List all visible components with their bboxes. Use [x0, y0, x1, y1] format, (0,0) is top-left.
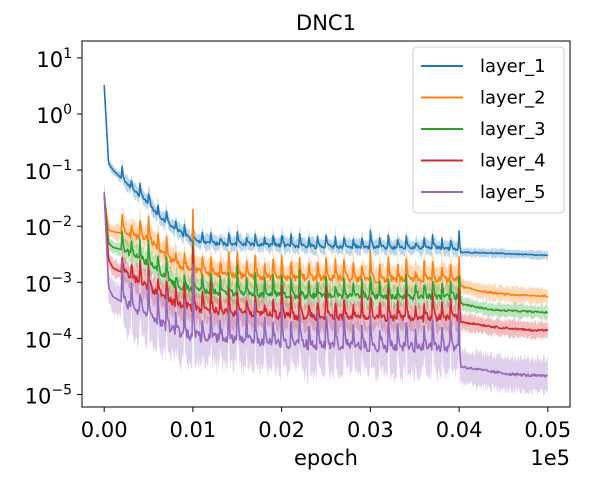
legend-items: layer_1 layer_2 layer_3 layer_4 layer_5 — [421, 56, 546, 203]
legend: layer_1 layer_2 layer_3 layer_4 layer_5 — [412, 46, 565, 214]
y-tick-label: 100 — [36, 102, 72, 128]
y-tick-label: 10−5 — [25, 383, 72, 409]
x-tick-label: 0.05 — [524, 418, 571, 442]
legend-label-layer_5: layer_5 — [480, 182, 546, 203]
series-line-layer_3 — [103, 195, 549, 314]
y-axis: 101 100 10−1 10−2 10−3 10−4 10−5 — [25, 46, 82, 409]
x-axis-offset-text: 1e5 — [530, 446, 570, 470]
series-line-layer_4 — [103, 192, 549, 333]
x-tick-label: 0.00 — [81, 418, 128, 442]
legend-box — [412, 46, 565, 214]
legend-label-layer_1: layer_1 — [480, 56, 546, 77]
series-line-layer_1 — [103, 84, 549, 257]
x-axis: 0.00 0.01 0.02 0.03 0.04 0.05 — [81, 407, 571, 442]
y-tick-label: 101 — [36, 46, 72, 72]
x-axis-label: epoch — [294, 446, 358, 470]
y-tick-label: 10−1 — [25, 158, 72, 184]
band-layer_3 — [104, 187, 548, 322]
y-tick-label: 10−3 — [25, 270, 72, 296]
lines-layer — [103, 84, 549, 378]
legend-label-layer_4: layer_4 — [480, 151, 546, 172]
x-tick-label: 0.03 — [347, 418, 394, 442]
band-layer_2 — [104, 190, 548, 306]
y-tick-label: 10−2 — [25, 214, 72, 240]
x-tick-label: 0.01 — [170, 418, 217, 442]
x-tick-label: 0.04 — [436, 418, 483, 442]
series-line-layer_2 — [103, 195, 549, 298]
chart-title: DNC1 — [296, 11, 356, 35]
x-tick-label: 0.02 — [258, 418, 305, 442]
legend-label-layer_3: layer_3 — [480, 119, 546, 140]
band-layer_4 — [104, 183, 548, 341]
plot-frame — [81, 40, 571, 408]
y-tick-label: 10−4 — [25, 326, 72, 352]
legend-label-layer_2: layer_2 — [480, 88, 546, 109]
series-line-layer_5 — [103, 192, 548, 378]
